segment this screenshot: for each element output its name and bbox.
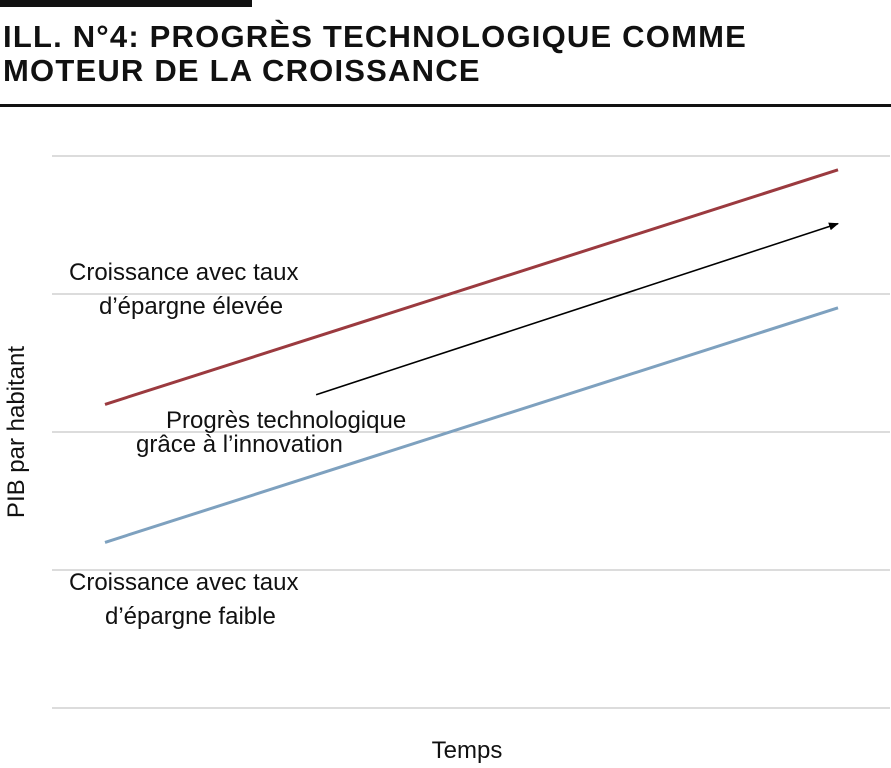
- x-axis-label: Temps: [432, 737, 503, 764]
- chart-title-line-2: MOTEUR DE LA CROISSANCE: [3, 53, 481, 88]
- series-line-high-savings: [104, 168, 839, 406]
- series-line-low-savings: [104, 306, 839, 544]
- chart-title: ILL. N°4: PROGRÈS TECHNOLOGIQUE COMME MO…: [3, 20, 747, 88]
- series-label-low-line-1: Croissance avec taux: [69, 569, 298, 596]
- series-label-high-line-1: Croissance avec taux: [69, 259, 298, 286]
- chart-title-line-1: ILL. N°4: PROGRÈS TECHNOLOGIQUE COMME: [3, 19, 747, 54]
- series-layer: [104, 168, 839, 544]
- gridlines: [52, 155, 890, 709]
- annotation-layer: [315, 222, 839, 396]
- y-axis-label: PIB par habitant: [3, 346, 30, 518]
- series-label-high-line-2: d’épargne élevée: [99, 293, 283, 320]
- annotation-label-line-2: grâce à l’innovation: [136, 431, 343, 458]
- title-rule: [0, 104, 891, 107]
- annotation-label-line-1: Progrès technologique: [166, 407, 406, 434]
- innovation-arrow: [315, 222, 839, 396]
- series-label-low-line-2: d’épargne faible: [105, 603, 276, 630]
- title-top-bar: [0, 0, 252, 7]
